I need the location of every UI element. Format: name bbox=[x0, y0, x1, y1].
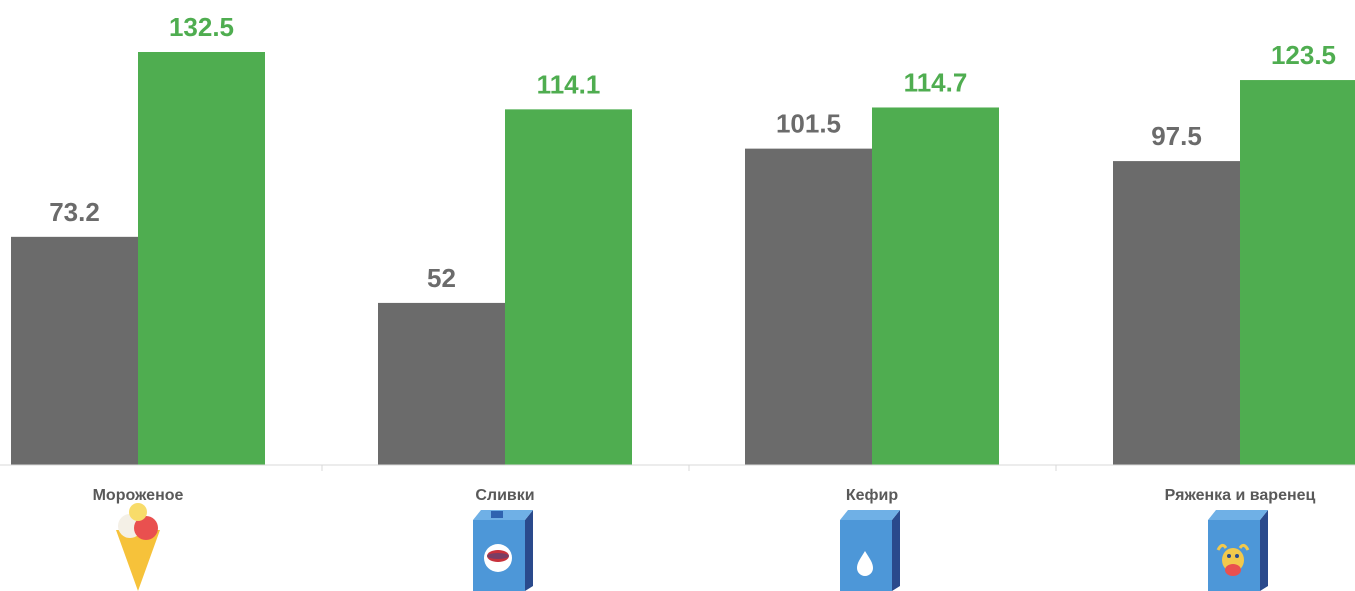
category-label: Ряженка и варенец bbox=[1165, 487, 1316, 504]
bar-series-2-2 bbox=[872, 107, 999, 465]
x-axis-ticks bbox=[321, 465, 1057, 471]
bar-series-2-1 bbox=[505, 109, 632, 466]
bar-series-2-0 bbox=[138, 52, 265, 465]
value-label: 97.5 bbox=[1151, 121, 1202, 151]
value-labels-layer: 73.2 132.5 52 114.1 101.5 114.7 97.5 123.5 bbox=[49, 12, 1336, 293]
value-label: 123.5 bbox=[1271, 40, 1336, 70]
bars-layer bbox=[11, 52, 1355, 466]
ice-cream-icon bbox=[116, 503, 160, 591]
bar-series-1-3 bbox=[1113, 161, 1240, 465]
bar-series-1-0 bbox=[11, 236, 138, 465]
value-label: 132.5 bbox=[169, 12, 234, 42]
value-label: 101.5 bbox=[776, 109, 841, 139]
category-label: Кефир bbox=[846, 487, 899, 504]
category-label: Мороженое bbox=[93, 487, 184, 504]
ryazhenka-carton-icon bbox=[1208, 510, 1268, 591]
value-label: 114.7 bbox=[904, 67, 968, 97]
value-label: 73.2 bbox=[49, 197, 100, 227]
category-label: Сливки bbox=[475, 487, 534, 504]
bar-series-1-1 bbox=[378, 302, 505, 465]
category-labels-layer: Мороженое Сливки Кефир Ряженка и варенец bbox=[93, 487, 1316, 504]
value-label: 52 bbox=[427, 263, 456, 293]
cream-carton-icon bbox=[473, 510, 533, 591]
bar-series-1-2 bbox=[745, 148, 872, 466]
value-label: 114.1 bbox=[537, 69, 601, 99]
bar-series-2-3 bbox=[1240, 80, 1355, 466]
kefir-carton-icon bbox=[840, 510, 900, 591]
